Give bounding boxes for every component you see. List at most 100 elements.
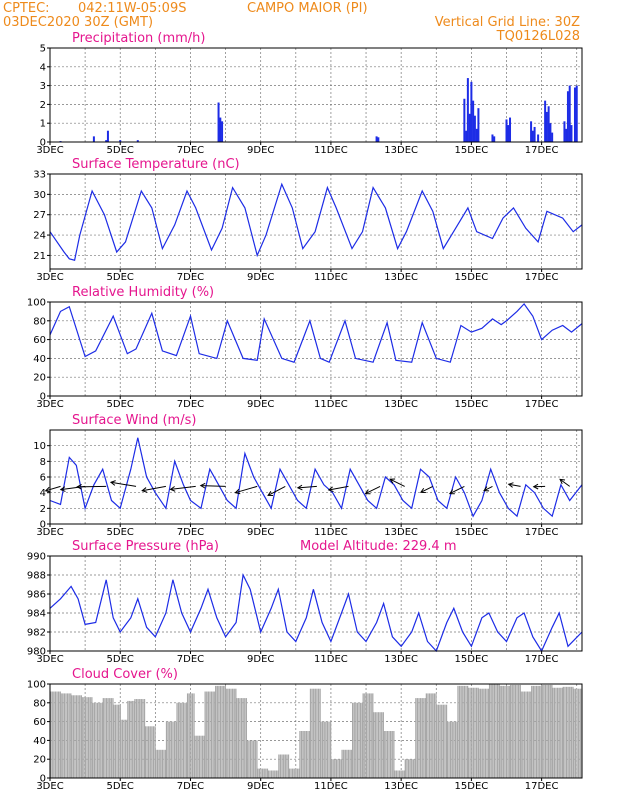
cloud-cover-bar <box>195 735 197 778</box>
precipitation-bar <box>531 130 534 142</box>
cloud-cover-bar <box>551 684 553 778</box>
cloud-cover-bar <box>488 684 491 778</box>
precipitation-bar <box>219 117 222 142</box>
wind-vector-head <box>141 487 148 493</box>
humidity-series-line <box>49 302 583 363</box>
precipitation-bar <box>466 78 469 142</box>
cloud-cover-bar <box>253 740 255 778</box>
cloud-cover-xtick-label: 11DEC <box>314 781 348 792</box>
cloud-cover-bar <box>182 702 185 778</box>
cloud-cover-bar <box>308 731 311 778</box>
wind-vector <box>364 485 381 495</box>
cloud-cover-bar <box>346 749 348 778</box>
cloud-cover-bar <box>450 721 452 778</box>
cloud-cover-bar <box>130 700 132 778</box>
cloud-cover-bar <box>480 688 482 778</box>
wind-vector-shaft <box>420 485 433 493</box>
cloud-cover-bar <box>388 731 390 778</box>
cloud-cover-bar <box>284 754 286 778</box>
cloud-cover-bar <box>245 698 248 778</box>
cloud-cover-bar <box>175 721 177 778</box>
cloud-cover-bar <box>53 691 55 778</box>
precipitation-bar <box>505 119 508 142</box>
cloud-cover-bar <box>573 688 575 778</box>
cloud-cover-bar <box>128 700 131 778</box>
cloud-cover-bar <box>74 695 76 778</box>
wind-series-line <box>49 437 583 518</box>
wind-vector-head <box>199 482 206 489</box>
cloud-cover-bar <box>437 704 440 778</box>
wind-xtick-label: 7DEC <box>177 527 204 538</box>
cloud-cover-bar <box>216 685 218 778</box>
cloud-cover-ytick-label: 80 <box>33 698 46 709</box>
cloud-cover-bar <box>281 754 283 778</box>
cloud-cover-bar <box>286 754 288 778</box>
cloud-cover-bar <box>486 688 488 778</box>
cloud-cover-bar <box>453 721 455 778</box>
cloud-cover-bar <box>215 685 217 778</box>
wind-vector-shaft <box>45 485 61 492</box>
cloud-cover-bar <box>125 719 127 778</box>
cloud-cover-bar <box>112 698 114 778</box>
cloud-cover-bar <box>305 731 308 778</box>
cloud-cover-bar <box>541 684 543 778</box>
cloud-cover-bar <box>287 754 290 778</box>
cloud-cover-bar <box>456 721 458 778</box>
cloud-cover-bar <box>121 719 124 778</box>
cloud-cover-bar <box>531 685 533 778</box>
cloud-cover-bar <box>406 759 408 778</box>
cloud-cover-bar <box>311 688 313 778</box>
cloud-cover-bar <box>544 684 547 778</box>
precipitation-bar <box>566 91 569 142</box>
panels: 0 1 2 3 4 5 3DEC 5DEC 7DEC 9DEC 11DEC 13DEC 15DEC 17D… <box>27 31 583 792</box>
precipitation-bar <box>473 115 476 142</box>
pressure-xtick-label: 3DEC <box>36 654 63 665</box>
cloud-cover-bar <box>291 768 294 778</box>
cloud-cover-bar <box>278 754 280 778</box>
cloud-cover-bar <box>218 685 220 778</box>
cloud-cover-bar <box>393 731 395 778</box>
cloud-cover-bar <box>104 698 106 778</box>
humidity-xtick-label: 13DEC <box>384 399 418 410</box>
wind-vector-shaft <box>449 485 465 495</box>
cloud-cover-bar <box>70 693 72 778</box>
cloud-cover-bar <box>236 698 238 778</box>
wind-vector-shaft <box>297 485 317 489</box>
pressure-xtick-label: 9DEC <box>247 654 274 665</box>
wind-vector <box>532 483 546 490</box>
wind-vector <box>507 482 521 488</box>
cloud-cover-bar <box>59 691 61 778</box>
cloud-cover-bar <box>483 688 485 778</box>
cloud-cover-bar <box>66 693 69 778</box>
wind-vector-head <box>559 478 566 485</box>
pressure-xtick-label: 5DEC <box>107 654 134 665</box>
wind-vector-head <box>448 489 455 495</box>
cloud-cover-bar <box>58 691 60 778</box>
temperature-ytick-label: 27 <box>33 210 46 221</box>
cloud-cover-bar <box>101 702 104 778</box>
precipitation-xtick-label: 11DEC <box>314 145 348 156</box>
cloud-cover-bar <box>239 698 241 778</box>
cloud-cover-bar <box>349 749 351 778</box>
cloud-cover-bar <box>365 693 368 778</box>
cloud-cover-bar <box>207 691 210 778</box>
pressure-xtick-label: 17DEC <box>525 654 559 665</box>
precipitation-bar <box>465 130 468 142</box>
cloud-cover-bar <box>154 726 156 778</box>
cloud-cover-bar <box>279 754 282 778</box>
precipitation-bar <box>568 85 571 142</box>
cloud-cover-bar <box>169 721 171 778</box>
pressure-ytick-label: 986 <box>27 590 46 601</box>
cloud-cover-bar <box>328 721 330 778</box>
cloud-cover-bar <box>523 691 526 778</box>
wind-vector-shaft <box>365 485 381 495</box>
precipitation-xtick-label: 5DEC <box>107 145 134 156</box>
wind-xtick-label: 15DEC <box>455 527 489 538</box>
wind-panel: 0 2 4 6 8 10 3DEC 5DEC 7DEC 9DEC 11DEC 13DEC 15DEC 17… <box>33 413 583 538</box>
cloud-cover-bar <box>398 770 401 778</box>
cloud-cover-bar <box>102 698 104 778</box>
cloud-cover-bar <box>184 702 186 778</box>
cloud-cover-bar <box>552 687 554 778</box>
cloud-cover-bar <box>77 695 79 778</box>
cloud-cover-bar <box>420 698 422 778</box>
